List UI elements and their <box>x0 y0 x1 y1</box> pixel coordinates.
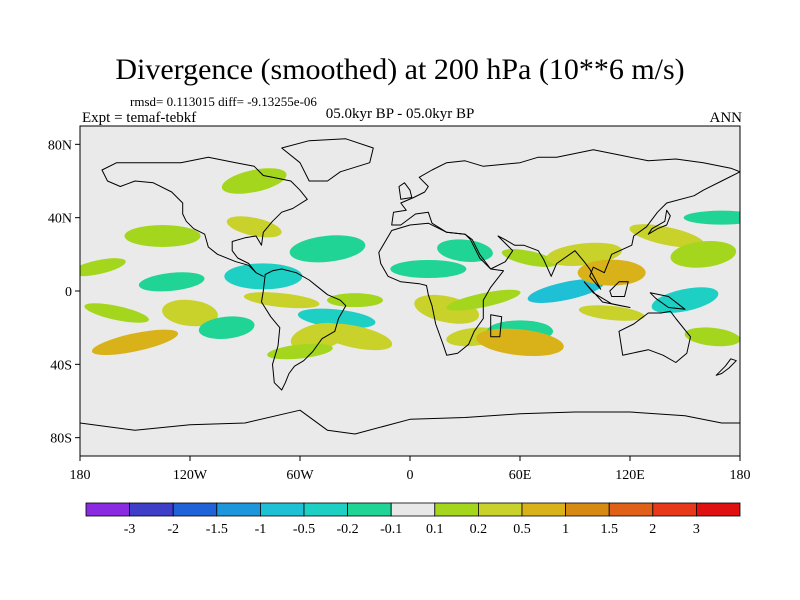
colorbar-swatch <box>608 502 654 517</box>
colorbar-swatch <box>652 502 697 517</box>
divergence-anomaly <box>577 259 646 286</box>
map-background <box>80 126 740 456</box>
lon-tick-label: 60W <box>286 468 314 483</box>
coastline-africa <box>378 222 504 356</box>
lon-tick-label: 0 <box>407 468 414 483</box>
colorbar-swatch <box>696 502 741 517</box>
divergence-anomaly <box>327 293 383 308</box>
coastline-new-zealand <box>715 358 737 376</box>
divergence-anomaly <box>162 299 218 327</box>
colorbar-swatch <box>477 502 523 517</box>
colorbar-label: -0.5 <box>293 522 315 537</box>
coastline-north-america <box>101 156 308 277</box>
divergence-anomaly <box>651 287 719 314</box>
divergence-anomaly <box>684 327 740 347</box>
divergence-anomaly <box>527 279 605 303</box>
coastline-indonesia <box>583 281 631 308</box>
lat-tick-label: 80N <box>48 138 72 153</box>
season-label: ANN <box>709 110 743 126</box>
lat-tick-label: 40S <box>50 358 72 373</box>
divergence-anomaly <box>226 216 282 238</box>
coastlines <box>80 138 740 435</box>
coastline-australia <box>618 310 691 363</box>
lon-tick-label: 120W <box>173 468 208 483</box>
divergence-anomaly <box>670 240 737 268</box>
colorbar-swatch <box>434 502 479 517</box>
divergence-anomaly <box>289 235 366 263</box>
lat-tick-label: 0 <box>65 285 72 300</box>
divergence-anomaly <box>390 260 467 278</box>
divergence-anomaly <box>578 305 645 321</box>
axis-ticks: 80N 40N 0 40S 80S 180 120W 60W 0 60E 120E 180 <box>48 138 751 483</box>
colorbar-label: -3 <box>124 522 136 537</box>
divergence-anomaly <box>629 224 704 248</box>
colorbar-swatch <box>390 502 436 517</box>
lon-tick-label: 120E <box>615 468 645 483</box>
divergence-anomaly <box>84 303 149 323</box>
divergence-anomaly <box>476 328 564 357</box>
colorbar-swatch <box>303 502 348 517</box>
colorbar-swatch <box>172 502 218 517</box>
stats-text: rmsd= 0.113015 diff= -9.13255e-06 <box>130 94 317 109</box>
colorbar-label: 0.1 <box>426 522 444 537</box>
divergence-anomaly <box>80 258 126 277</box>
divergence-anomaly <box>124 225 201 247</box>
divergence-anomaly <box>290 322 346 351</box>
lon-tick-label: 180 <box>730 468 751 483</box>
lon-tick-label: 180 <box>70 468 91 483</box>
divergence-anomaly <box>501 249 557 267</box>
colorbar-swatch <box>347 502 392 517</box>
colorbar-label: -0.2 <box>337 522 359 537</box>
map-title: Divergence (smoothed) at 200 hPa (10**6 … <box>115 53 685 86</box>
colorbar-label: 1 <box>562 522 569 537</box>
divergence-anomaly <box>267 343 333 360</box>
colorbar-swatch <box>521 502 566 517</box>
coastline-eurasia <box>391 149 740 290</box>
colorbar-swatch <box>216 502 261 517</box>
colorbar-swatch <box>565 502 610 517</box>
colorbar-label: -1.5 <box>206 522 228 537</box>
colorbar: -3 -2 -1.5 -1 -0.5 -0.2 -0.1 0.1 0.2 0.5 1 1.5 2 3 <box>85 502 741 537</box>
divergence-anomaly <box>683 210 740 225</box>
experiment-label: Expt = temaf-tebkf <box>82 110 197 126</box>
colorbar-label: 3 <box>693 522 700 537</box>
lon-tick-label: 60E <box>509 468 532 483</box>
coastline-madagascar <box>490 314 503 338</box>
colorbar-label: 2 <box>649 522 656 537</box>
colorbar-swatch <box>85 502 130 517</box>
divergence-anomaly <box>91 329 179 356</box>
colorbar-label: 1.5 <box>600 522 618 537</box>
divergence-anomaly <box>198 316 255 339</box>
coastline-new-guinea <box>649 292 686 310</box>
coastline-borneo <box>609 281 629 297</box>
period-label: 05.0kyr BP - 05.0kyr BP <box>325 106 475 122</box>
lat-tick-label: 80S <box>50 432 72 447</box>
coastline-greenland <box>281 138 374 182</box>
coastline-south-america <box>261 268 347 391</box>
coastline-japan <box>647 209 671 235</box>
divergence-field <box>80 168 740 360</box>
colorbar-label: -0.1 <box>380 522 402 537</box>
colorbar-swatch <box>259 502 305 517</box>
divergence-anomaly <box>297 308 376 329</box>
coastline-uk <box>398 182 413 200</box>
colorbar-label: 0.2 <box>470 522 488 537</box>
coastline-antarctica <box>80 409 740 435</box>
lat-tick-label: 40N <box>48 212 72 227</box>
colorbar-label: -1 <box>255 522 267 537</box>
colorbar-swatch <box>129 502 174 517</box>
divergence-anomaly <box>221 168 287 194</box>
divergence-anomaly <box>138 272 205 292</box>
colorbar-label: -2 <box>167 522 179 537</box>
colorbar-label: 0.5 <box>513 522 531 537</box>
